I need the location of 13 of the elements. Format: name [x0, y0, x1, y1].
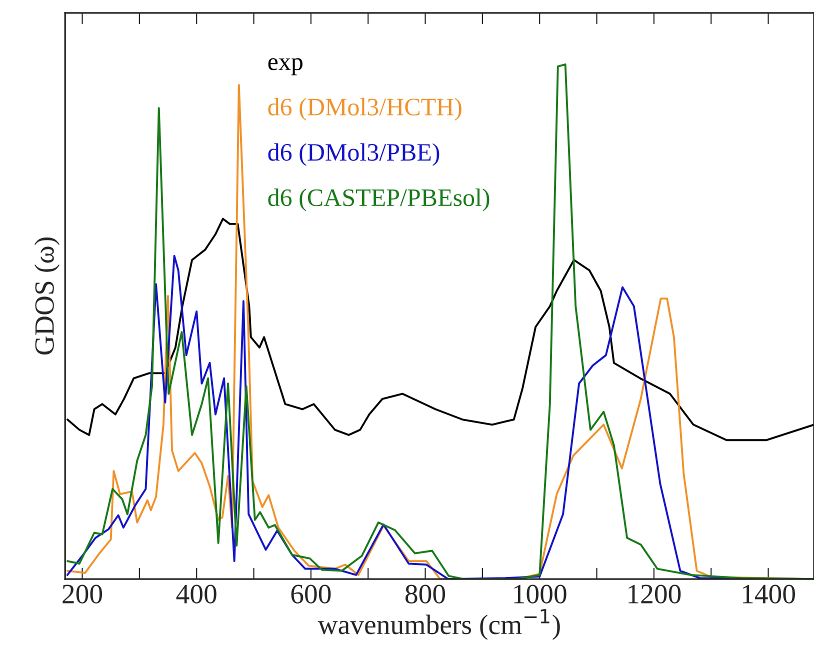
text: d6 (CASTEP/PBEsol): [268, 188, 490, 212]
x-tick-label: 1400: [742, 584, 795, 604]
x-tick-label: 800: [405, 584, 446, 604]
x-axis-title: wavenumbers (cm$^{−1}$): [318, 609, 560, 640]
text: exp: [268, 58, 302, 76]
y-axis-title: GDOS (ω): [34, 238, 60, 355]
x-tick-label: 200: [62, 584, 102, 604]
series-label: d6 (DMol3/HCTH): [268, 98, 462, 121]
x-tick-label: 1200: [628, 584, 681, 604]
x-tick-label: 1000: [514, 584, 566, 604]
x-tick-label: 400: [176, 584, 216, 604]
text: d6 (DMol3/PBE): [268, 143, 440, 166]
x-tick-label: 600: [291, 584, 331, 604]
